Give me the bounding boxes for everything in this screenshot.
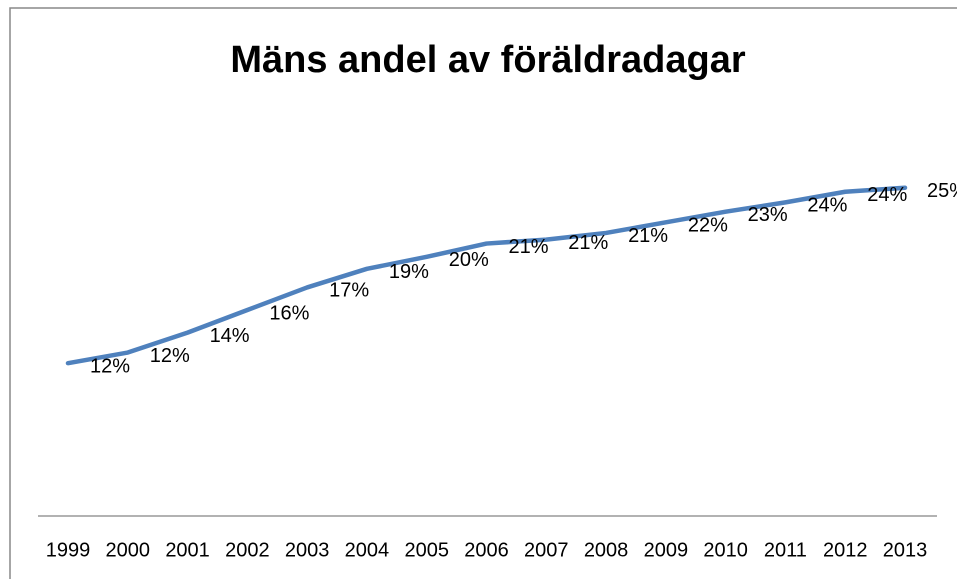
- data-label: 17%: [329, 280, 369, 302]
- data-label: 12%: [150, 345, 190, 367]
- x-tick-label: 2001: [165, 539, 210, 561]
- x-tick-label: 2004: [345, 539, 390, 561]
- data-label: 19%: [389, 261, 429, 283]
- data-label: 12%: [90, 355, 130, 377]
- data-label: 22%: [688, 215, 728, 237]
- x-tick-label: 2003: [285, 539, 330, 561]
- x-tick-label: 2010: [703, 539, 748, 561]
- x-tick-label: 2006: [464, 539, 509, 561]
- data-label: 14%: [210, 325, 250, 347]
- data-label: 16%: [269, 302, 309, 324]
- data-label: 21%: [568, 232, 608, 254]
- x-tick-label: 2012: [823, 539, 868, 561]
- line: [65, 185, 908, 366]
- data-label: 23%: [748, 204, 788, 226]
- data-label: 25%: [927, 180, 957, 202]
- x-tick-label: 2008: [584, 539, 629, 561]
- data-label: 20%: [449, 249, 489, 271]
- x-tick-label: 2011: [764, 539, 807, 561]
- data-label: 24%: [867, 184, 907, 206]
- x-tick-label: 2007: [524, 539, 569, 561]
- x-tick-label: 2000: [106, 539, 151, 561]
- chart-border: [9, 7, 957, 579]
- x-tick-label: 2002: [225, 539, 270, 561]
- chart-title: Mäns andel av föräldradagar: [230, 39, 745, 81]
- x-tick-label: 2009: [644, 539, 689, 561]
- x-tick-label: 2013: [883, 539, 928, 561]
- data-label: 21%: [509, 236, 549, 258]
- x-tick-label: 2005: [404, 539, 449, 561]
- data-label: 24%: [807, 195, 847, 217]
- data-label: 21%: [628, 225, 668, 247]
- x-tick-label: 1999: [46, 539, 91, 561]
